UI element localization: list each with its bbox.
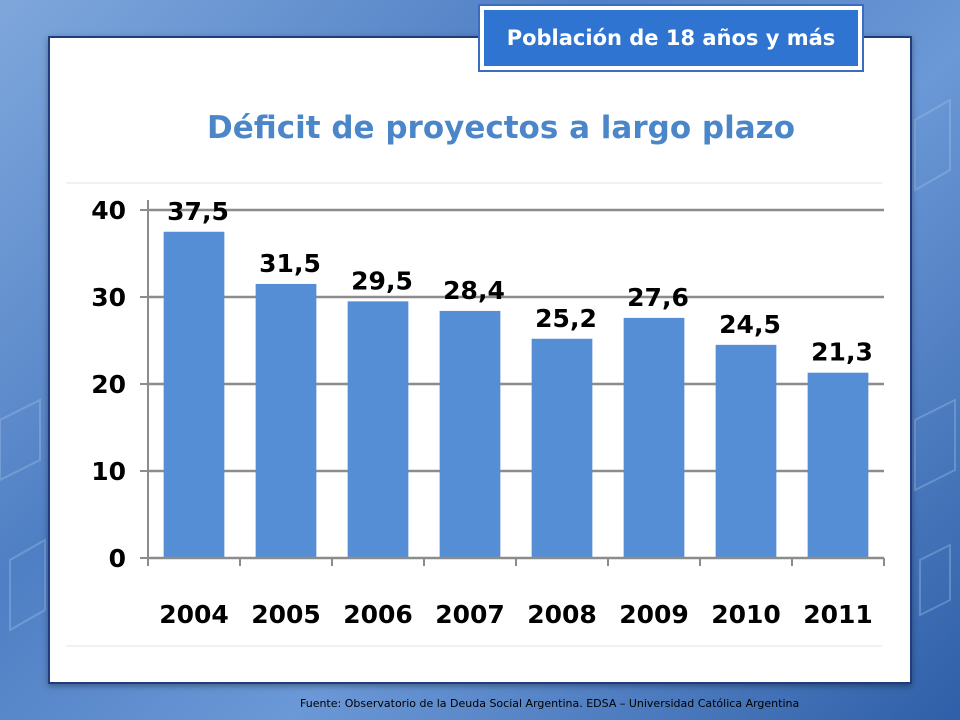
data-label-2009: 27,6 (627, 283, 689, 312)
bar-chart: Déficit de proyectos a largo plazo 37,5 2… (66, 110, 885, 647)
bar-2005 (255, 283, 317, 558)
x-tick-label-2008: 2008 (527, 600, 597, 629)
y-tick-label-10: 10 (91, 457, 126, 486)
x-tick-label-2011: 2011 (803, 600, 873, 629)
x-tick-label-2006: 2006 (343, 600, 413, 629)
data-label-2011: 21,3 (811, 338, 873, 367)
y-tick-label-30: 30 (91, 283, 126, 312)
x-tick-label-2004: 2004 (159, 600, 229, 629)
y-tick-label-40: 40 (91, 196, 126, 225)
y-tick-label-20: 20 (91, 370, 126, 399)
bar-2007 (439, 310, 501, 558)
x-tick-label-2010: 2010 (711, 600, 781, 629)
y-tick-label-0: 0 (109, 544, 126, 573)
population-badge-label: Población de 18 años y más (484, 10, 858, 66)
population-badge: Población de 18 años y más (478, 4, 864, 72)
bar-2008 (531, 338, 593, 558)
data-label-2006: 29,5 (351, 266, 413, 295)
bar-2010 (715, 344, 777, 558)
x-tick-label-2007: 2007 (435, 600, 505, 629)
data-label-2004: 37,5 (167, 197, 229, 226)
x-tick-label-2005: 2005 (251, 600, 321, 629)
data-label-2008: 25,2 (535, 304, 597, 333)
bar-2004 (163, 231, 225, 558)
data-label-2007: 28,4 (443, 276, 505, 305)
x-tick-label-2009: 2009 (619, 600, 689, 629)
bar-2009 (623, 317, 685, 558)
data-label-2010: 24,5 (719, 310, 781, 339)
chart-title: Déficit de proyectos a largo plazo (207, 110, 795, 146)
bar-2006 (347, 301, 409, 558)
data-label-2005: 31,5 (259, 249, 321, 278)
source-note: Fuente: Observatorio de la Deuda Social … (300, 697, 800, 710)
bar-2011 (807, 372, 869, 558)
